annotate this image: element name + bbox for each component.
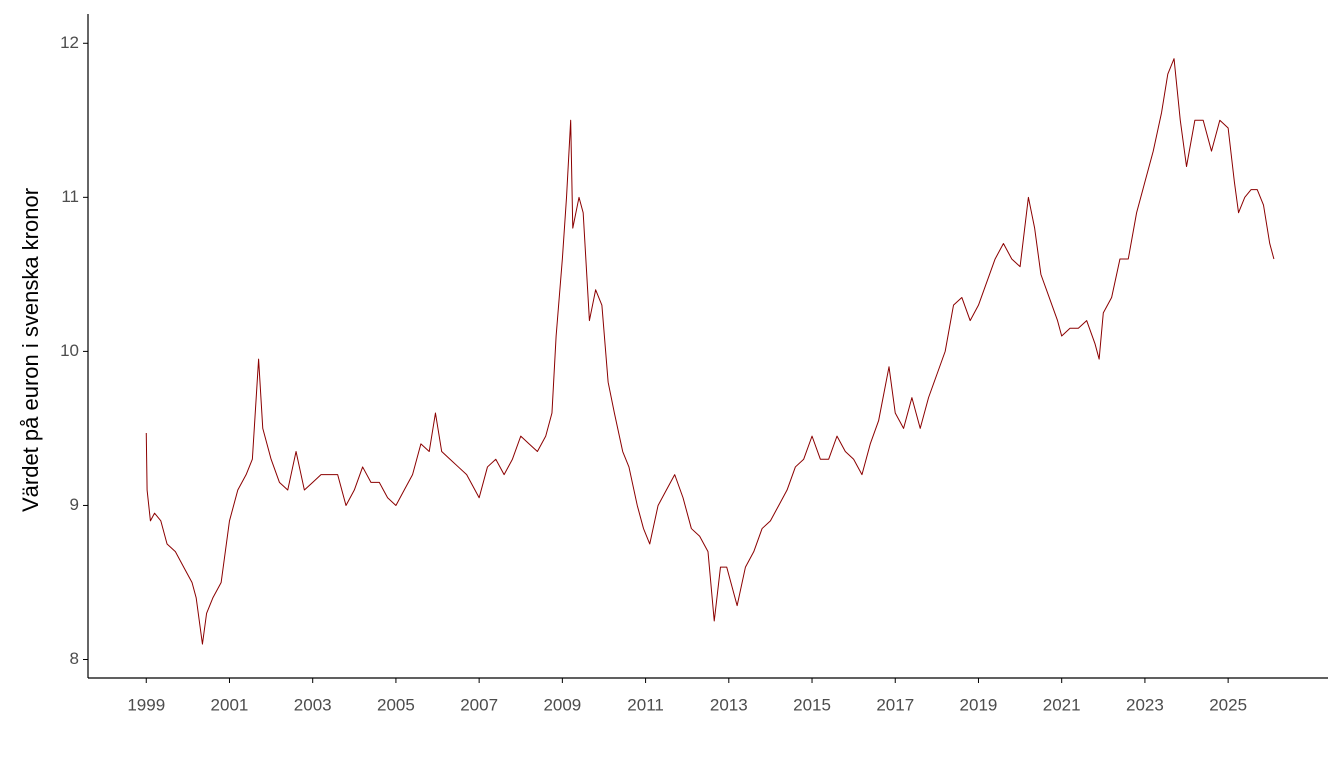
y-tick-label: 11 bbox=[61, 187, 79, 206]
y-tick-label: 10 bbox=[60, 341, 79, 360]
x-tick-label: 1999 bbox=[127, 695, 165, 714]
x-tick-label: 2015 bbox=[793, 695, 831, 714]
x-tick-label: 2017 bbox=[876, 695, 914, 714]
x-tick-label: 2005 bbox=[377, 695, 415, 714]
y-tick-label: 9 bbox=[70, 495, 79, 514]
x-tick-label: 2019 bbox=[960, 695, 998, 714]
x-tick-label: 2011 bbox=[627, 695, 664, 714]
y-tick-label: 12 bbox=[60, 33, 79, 52]
y-tick-label: 8 bbox=[70, 649, 79, 668]
x-tick-label: 2007 bbox=[460, 695, 498, 714]
y-axis-title: Värdet på euron i svenska kronor bbox=[18, 188, 43, 512]
x-tick-label: 2023 bbox=[1126, 695, 1164, 714]
x-tick-label: 2013 bbox=[710, 695, 748, 714]
x-tick-label: 2001 bbox=[211, 695, 249, 714]
x-tick-label: 2021 bbox=[1043, 695, 1081, 714]
x-tick-label: 2009 bbox=[543, 695, 581, 714]
x-tick-label: 2025 bbox=[1209, 695, 1247, 714]
x-tick-label: 2003 bbox=[294, 695, 332, 714]
data-line bbox=[145, 58, 1275, 645]
